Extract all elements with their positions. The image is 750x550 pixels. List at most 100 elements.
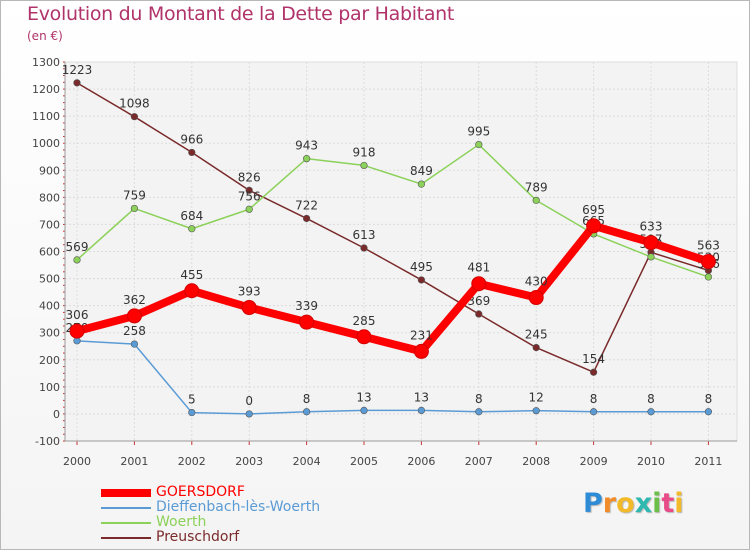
data-point (528, 290, 544, 306)
data-point (184, 283, 200, 299)
data-point (245, 186, 253, 194)
data-label: 8 (475, 392, 483, 406)
data-point (73, 256, 81, 264)
legend-label: Preuschdorf (156, 529, 240, 545)
data-point (299, 314, 315, 330)
data-label: 613 (353, 228, 376, 242)
legend-swatch (101, 507, 151, 509)
data-point (647, 253, 655, 261)
data-point (700, 254, 716, 270)
data-point (130, 340, 138, 348)
data-label: 285 (353, 314, 376, 328)
y-tick-label: 400 (39, 300, 60, 313)
data-point (532, 407, 540, 415)
data-label: 231 (410, 328, 433, 342)
data-point (471, 276, 487, 292)
data-point (475, 408, 483, 416)
data-label: 481 (467, 261, 490, 275)
data-label: 8 (303, 392, 311, 406)
data-point (360, 161, 368, 170)
data-label: 306 (66, 308, 89, 322)
y-tick-label: -100 (35, 435, 60, 448)
data-point (475, 310, 483, 318)
data-point (417, 276, 426, 284)
data-point (417, 180, 426, 188)
chart-subtitle: (en €) (27, 29, 63, 43)
data-point (126, 308, 142, 324)
y-tick-label: 700 (39, 218, 60, 231)
data-point (303, 155, 311, 163)
data-point (475, 140, 483, 149)
data-label: 756 (238, 189, 261, 203)
data-point (130, 113, 138, 121)
legend-swatch (101, 489, 151, 497)
x-tick-label: 2011 (694, 455, 722, 468)
x-tick-label: 2000 (63, 455, 91, 468)
data-label: 245 (525, 328, 548, 342)
x-tick-label: 2005 (350, 455, 378, 468)
y-tick-label: 0 (53, 408, 60, 421)
data-point (73, 79, 81, 87)
data-label: 8 (590, 392, 598, 406)
data-label: 13 (414, 390, 429, 404)
series-goersdorf: 306 362 455 393 339 285 231 481 430 695 633 563 (66, 203, 720, 359)
data-point (360, 406, 368, 415)
data-point (704, 273, 713, 281)
x-tick-label: 2001 (120, 455, 148, 468)
proxiti-logo: Proxiti (583, 488, 684, 519)
data-point (647, 408, 655, 416)
data-point (704, 408, 713, 416)
x-tick-label: 2002 (178, 455, 206, 468)
data-point (586, 218, 602, 234)
y-tick-label: 1000 (32, 137, 60, 150)
legend-label: Woerth (156, 514, 207, 530)
data-point (417, 406, 426, 415)
x-tick-label: 2007 (465, 455, 493, 468)
data-point (188, 148, 196, 157)
legend-swatch (101, 537, 151, 539)
data-label: 154 (582, 352, 605, 366)
data-point (69, 323, 85, 339)
x-tick-label: 2004 (293, 455, 321, 468)
y-tick-label: 800 (39, 191, 60, 204)
data-point (360, 244, 368, 252)
data-label: 8 (705, 392, 713, 406)
data-point (188, 225, 196, 233)
x-tick-label: 2006 (407, 455, 435, 468)
series-line (76, 340, 709, 415)
data-label: 430 (525, 275, 548, 289)
data-label: 495 (410, 260, 433, 274)
data-label: 13 (356, 390, 371, 404)
data-point (241, 300, 257, 316)
chart-title: Evolution du Montant de la Dette par Hab… (27, 3, 455, 25)
data-label: 0 (245, 394, 253, 408)
data-label: 633 (640, 220, 663, 234)
series-woerth: 569759684756943918849995789665580506 (66, 125, 720, 281)
y-tick-label: 600 (39, 246, 60, 259)
y-tick-label: 1300 (32, 56, 60, 69)
x-tick-label: 2010 (637, 455, 665, 468)
series-line (76, 143, 709, 278)
data-label: 393 (238, 285, 261, 299)
data-label: 563 (697, 239, 720, 253)
data-label: 849 (410, 164, 433, 178)
data-label: 966 (180, 132, 203, 146)
data-point (245, 410, 253, 418)
data-label: 695 (582, 203, 605, 217)
y-tick-label: 500 (39, 273, 60, 286)
data-label: 8 (647, 392, 655, 406)
data-label: 12 (529, 391, 544, 405)
data-label: 789 (525, 180, 548, 194)
legend-swatch (101, 522, 151, 524)
data-point (303, 214, 311, 223)
data-point (643, 235, 659, 251)
data-label: 1223 (62, 63, 93, 77)
data-label: 5 (188, 393, 196, 407)
data-point (245, 205, 253, 213)
data-label: 362 (123, 293, 146, 307)
data-label: 918 (353, 145, 376, 159)
legend-label: GOERSDORF (156, 484, 245, 500)
data-point (413, 343, 429, 359)
